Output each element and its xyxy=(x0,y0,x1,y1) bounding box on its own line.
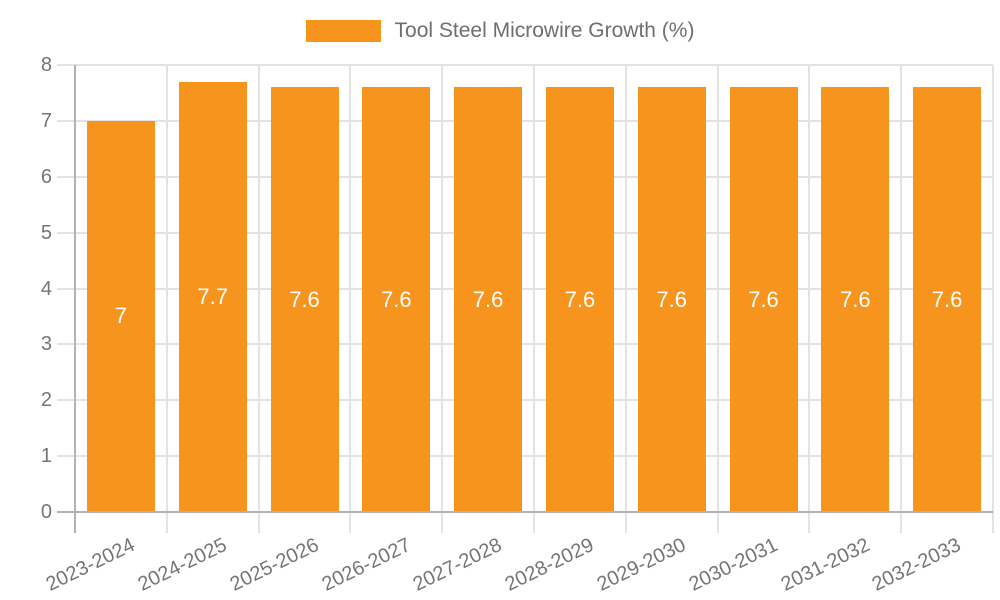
bar-2023-2024[interactable] xyxy=(86,120,155,512)
x-tick-label: 2030-2031 xyxy=(685,534,782,596)
y-tick-label: 8 xyxy=(40,54,52,76)
y-tick-label: 5 xyxy=(40,221,52,244)
bar-value-label: 7.6 xyxy=(472,286,504,312)
y-tick-label: 0 xyxy=(40,501,52,523)
legend: Tool Steel Microwire Growth (%) xyxy=(0,19,1000,43)
x-tick-label: 2023-2024 xyxy=(42,534,139,596)
v-gridline xyxy=(624,65,627,533)
v-gridline xyxy=(900,65,903,533)
bar-value-label: 7.7 xyxy=(197,283,228,309)
x-tick-label: 2027-2028 xyxy=(410,534,506,596)
legend-label: Tool Steel Microwire Growth (%) xyxy=(394,19,695,42)
h-gridline xyxy=(57,175,993,178)
h-gridline xyxy=(57,119,993,122)
x-tick-label: 2029-2030 xyxy=(593,534,690,596)
x-tick-label: 2026-2027 xyxy=(318,534,414,596)
bar-2032-2033[interactable] xyxy=(913,87,982,512)
bar-value-label: 7.6 xyxy=(931,286,963,312)
x-tick-label: 2024-2025 xyxy=(134,534,231,596)
v-gridline xyxy=(441,65,444,533)
bar-value-label: 7.6 xyxy=(564,286,596,312)
v-gridline xyxy=(533,65,535,533)
x-tick-label: 2031-2032 xyxy=(777,534,873,596)
legend-swatch xyxy=(305,20,381,42)
bar-value-label: 7.6 xyxy=(289,286,320,312)
v-gridline xyxy=(808,65,811,533)
x-axis-line xyxy=(57,511,993,513)
x-tick-label: 2032-2033 xyxy=(869,534,965,596)
y-tick-label: 1 xyxy=(40,445,52,468)
bar-2029-2030[interactable] xyxy=(637,87,706,512)
y-tick-label: 2 xyxy=(40,389,52,412)
bar-value-label: 7 xyxy=(114,303,128,329)
bar-2031-2032[interactable] xyxy=(821,87,890,512)
x-tick-label: 2028-2029 xyxy=(501,534,598,596)
bar-2026-2027[interactable] xyxy=(362,87,431,512)
v-gridline xyxy=(992,65,994,533)
h-gridline xyxy=(57,399,993,402)
v-gridline xyxy=(165,65,168,533)
y-tick-label: 3 xyxy=(40,333,52,356)
x-tick-label: 2025-2026 xyxy=(226,534,323,596)
h-gridline xyxy=(57,343,993,346)
h-gridline xyxy=(57,231,993,234)
bar-value-label: 7.6 xyxy=(840,286,871,312)
v-gridline xyxy=(349,65,352,533)
bar-value-label: 7.6 xyxy=(381,286,412,312)
v-gridline xyxy=(716,65,719,533)
bar-2024-2025[interactable] xyxy=(178,81,247,512)
bar-2025-2026[interactable] xyxy=(270,87,339,512)
bar-value-label: 7.6 xyxy=(748,286,779,312)
h-gridline xyxy=(57,455,993,458)
y-axis-line xyxy=(74,65,76,533)
bar-2028-2029[interactable] xyxy=(545,87,614,512)
y-tick-label: 6 xyxy=(40,165,52,188)
y-tick-label: 4 xyxy=(40,277,52,300)
legend-item[interactable]: Tool Steel Microwire Growth (%) xyxy=(305,19,695,43)
v-gridline xyxy=(257,65,260,533)
bar-2027-2028[interactable] xyxy=(454,87,523,512)
bar-2030-2031[interactable] xyxy=(729,87,798,512)
h-gridline xyxy=(57,64,993,66)
h-gridline xyxy=(57,287,993,290)
y-tick-label: 7 xyxy=(40,109,52,132)
bar-value-label: 7.6 xyxy=(656,286,687,312)
